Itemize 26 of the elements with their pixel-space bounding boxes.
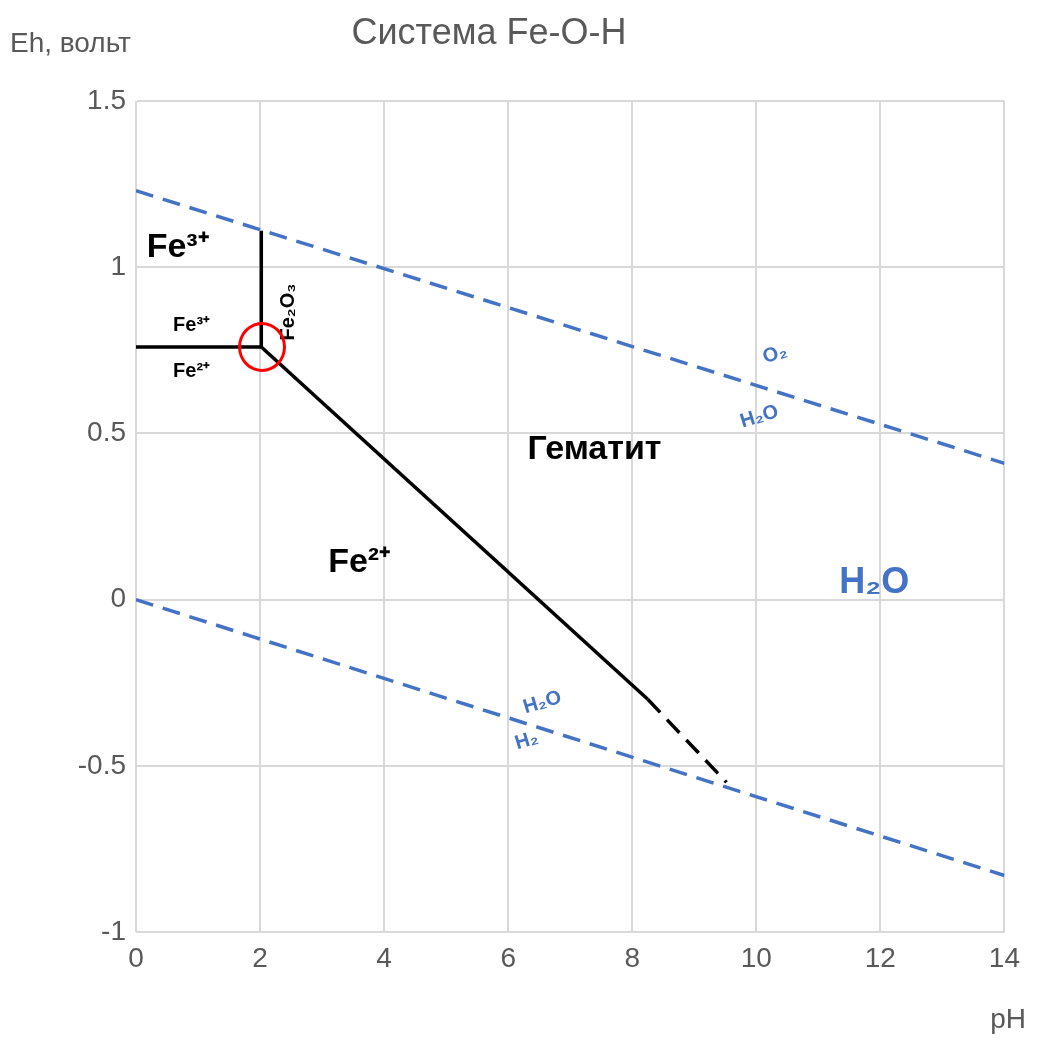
x-tick-label: 10 [740, 941, 772, 973]
y-tick-label: 1 [110, 249, 126, 281]
x-tick-label: 2 [252, 941, 268, 973]
annotation: H₂O [520, 685, 564, 718]
annotation: Fe²⁺ [173, 358, 211, 381]
y-tick-label: 1.5 [87, 83, 126, 115]
chart-title: Система Fe-O-H [351, 10, 627, 52]
x-tick-label: 8 [624, 941, 641, 973]
x-tick-label: 12 [864, 941, 896, 973]
annotation: H₂O [839, 559, 910, 601]
y-tick-label: 0.5 [87, 416, 126, 448]
y-axis-title: Eh, вольт [10, 26, 132, 58]
x-axis-title: pH [990, 1002, 1026, 1034]
y-tick-label: -0.5 [77, 748, 126, 780]
y-tick-label: -1 [101, 914, 126, 946]
x-tick-label: 4 [376, 941, 392, 973]
x-tick-label: 14 [988, 941, 1021, 973]
annotation: Fe³⁺ [173, 312, 211, 335]
x-tick-label: 6 [500, 941, 516, 973]
annotation: O₂ [759, 338, 790, 368]
annotation: H₂O [737, 399, 781, 432]
annotation: H₂ [511, 725, 541, 754]
annotation: Fe²⁺ [328, 540, 391, 579]
annotation: Fe³⁺ [146, 225, 209, 264]
y-tick-label: 0 [110, 582, 126, 614]
annotation: Гематит [527, 428, 662, 467]
